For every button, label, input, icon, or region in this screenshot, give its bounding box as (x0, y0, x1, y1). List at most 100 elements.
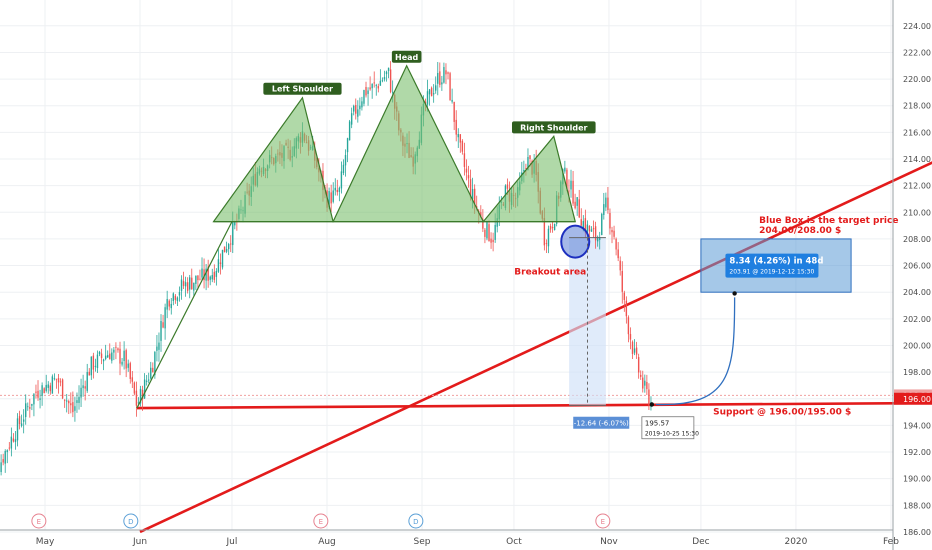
pattern-label: Head (395, 53, 419, 62)
candle-body (389, 69, 392, 92)
candle-body (357, 109, 359, 117)
candle-body (355, 105, 357, 114)
candle-body (486, 222, 488, 239)
time-tick-label: Dec (692, 537, 709, 547)
price-tick-label: 208.00 (903, 235, 931, 244)
candle-body (375, 85, 377, 86)
candle-body (145, 380, 148, 382)
candle-body (8, 447, 11, 449)
candle-body (102, 359, 105, 362)
candle-body (439, 71, 441, 85)
candle-body (385, 71, 388, 75)
candle-body (125, 350, 127, 369)
candle-body (184, 282, 187, 287)
candle-body (80, 387, 82, 398)
candle-body (570, 180, 572, 190)
candle-body (547, 228, 550, 247)
candle-body (92, 355, 95, 370)
candle-body (217, 259, 220, 272)
candle-body (70, 403, 72, 406)
candle-body (209, 276, 211, 280)
time-tick-label: Sep (414, 537, 431, 547)
candle-body (543, 217, 546, 246)
projection-arrow (655, 297, 736, 406)
candle-body (363, 90, 365, 104)
candle-body (232, 222, 234, 246)
candle-body (459, 134, 462, 143)
candle-body (33, 394, 35, 405)
candle-body (328, 191, 330, 208)
candle-body (615, 238, 617, 250)
candle-body (98, 351, 101, 355)
candle-body (346, 138, 349, 153)
candle-body (607, 197, 609, 211)
event-marker-label: D (413, 518, 418, 526)
candle-body (353, 105, 355, 112)
time-axis[interactable]: May Jun Jul Aug Sep Oct Nov Dec 2020 Feb (0, 529, 899, 547)
pattern-label-box (263, 82, 342, 95)
price-axis[interactable]: 224.00 222.00 220.00 218.00 216.00 214.00 212.… (892, 0, 932, 550)
candle-body (441, 82, 443, 85)
price-tick-label: 194.00 (903, 421, 931, 430)
candle-body (525, 167, 527, 169)
candle-body (584, 218, 587, 233)
measure-label-box (573, 416, 630, 429)
candle-body (572, 180, 574, 204)
candle-body (63, 399, 66, 401)
candle-body (119, 348, 121, 364)
time-tick-label: Feb (883, 537, 899, 547)
candle-body (484, 229, 486, 237)
candle-body (379, 80, 382, 86)
candle-body (609, 212, 611, 229)
candle-body (123, 350, 125, 362)
candle-body (469, 179, 472, 198)
candle-body (82, 385, 84, 389)
event-marker (31, 513, 47, 529)
candle-body (449, 73, 451, 101)
candle-body (156, 346, 158, 351)
candle-body (625, 300, 628, 317)
candle-body (529, 155, 531, 160)
candle-body (227, 244, 230, 250)
annotation-1-line-1: Blue Box is the target price (759, 216, 898, 226)
price-tick-label: 192.00 (903, 448, 931, 457)
candle-body (635, 347, 638, 355)
candle-body (4, 451, 6, 464)
head-and-shoulders-pattern: Left Shoulder Head Right Shoulder (136, 50, 596, 409)
candle-body (129, 363, 131, 379)
candle-body (453, 101, 455, 122)
candle-body (451, 99, 453, 102)
candle-body (492, 239, 494, 243)
long-trendline (139, 161, 932, 534)
candle-body (141, 389, 144, 400)
candle-body (219, 262, 222, 265)
price-tick-label: 210.00 (903, 208, 931, 217)
annotation-2-line-1: Support @ 196.00/195.00 $ (713, 408, 851, 418)
candle-body (29, 407, 31, 409)
candle-body (133, 382, 136, 394)
candle-body (523, 169, 525, 172)
pattern-label: Left Shoulder (272, 85, 333, 94)
event-marker-label: D (128, 518, 133, 526)
candle-body (176, 297, 179, 302)
candle-body (596, 236, 599, 242)
candle-body (193, 282, 195, 291)
candle-body (158, 342, 160, 350)
candle-body (117, 348, 119, 351)
candle-body (471, 188, 474, 200)
event-marker (595, 513, 611, 529)
candle-body (576, 197, 578, 206)
price-tick-label: 224.00 (903, 22, 931, 31)
candle-body (342, 164, 345, 174)
price-tick-label: 190.00 (903, 475, 931, 484)
candle-body (613, 230, 615, 237)
candle-body (553, 223, 556, 231)
candle-body (2, 459, 4, 463)
time-tick-label: May (36, 537, 55, 547)
candle-body (90, 356, 93, 376)
candle-body (88, 371, 90, 376)
candle-body (170, 303, 172, 309)
candle-body (10, 436, 13, 449)
candle-body (66, 400, 68, 402)
